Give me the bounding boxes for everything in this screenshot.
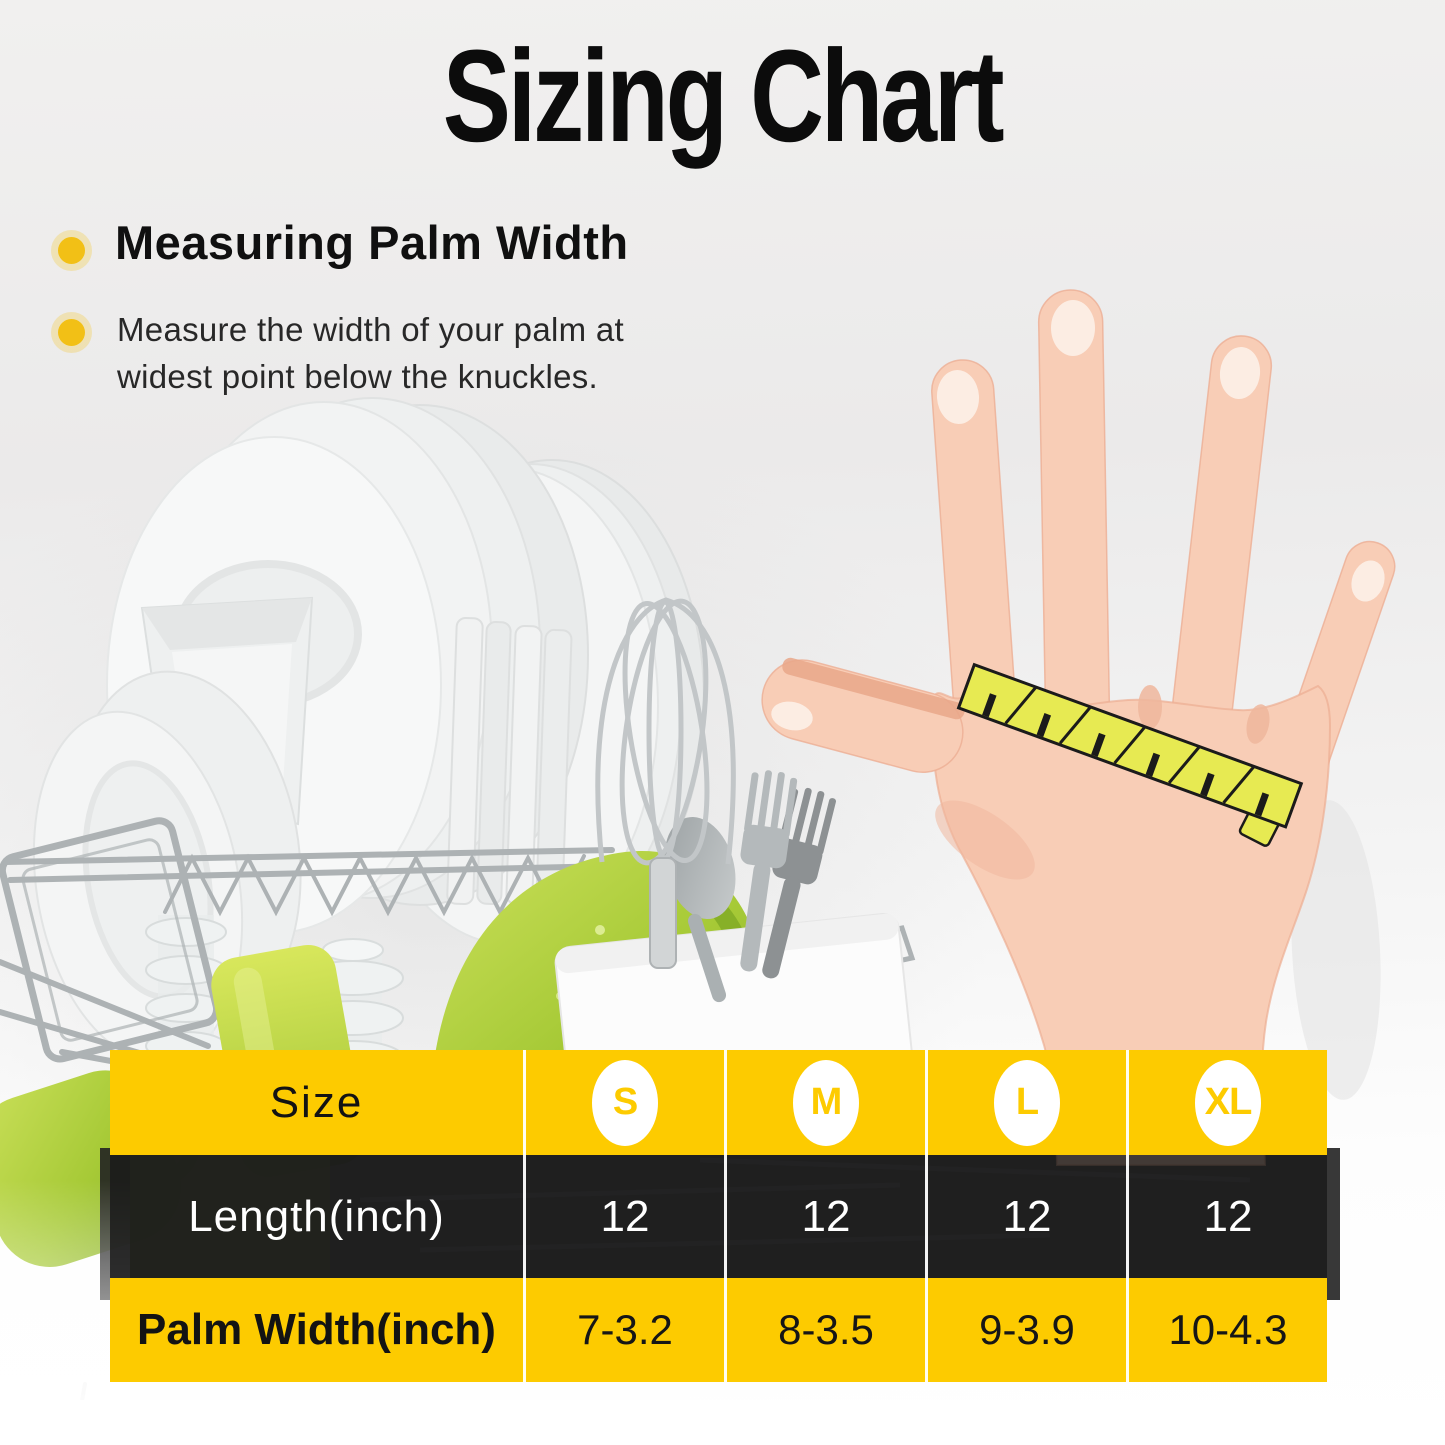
section-heading: Measuring Palm Width (115, 216, 629, 269)
page-title: Sizing Chart (443, 22, 1005, 169)
row-label-length: Length(inch) (110, 1155, 523, 1278)
length-m: 12 (724, 1155, 925, 1278)
palm-width-l: 9-3.9 (925, 1278, 1126, 1382)
palm-width-m: 8-3.5 (724, 1278, 925, 1382)
palm-width-xl: 10-4.3 (1126, 1278, 1327, 1382)
middle-finger (1037, 289, 1111, 736)
table-header-l: L (925, 1050, 1126, 1155)
table-header-size: Size (110, 1050, 523, 1155)
ring-finger (1172, 335, 1273, 735)
length-l: 12 (925, 1155, 1126, 1278)
table-header-m: M (724, 1050, 925, 1155)
bottom-fade (0, 1400, 1445, 1445)
spoon (664, 817, 736, 1003)
small-square-plates (446, 616, 573, 906)
forks (740, 770, 836, 979)
measuring-tape (956, 662, 1304, 847)
whisk (595, 597, 736, 969)
size-badge-s: S (592, 1059, 658, 1146)
length-xl: 12 (1126, 1155, 1327, 1278)
size-badge-m: M (793, 1059, 859, 1146)
bullet-icon (58, 319, 85, 346)
size-badge-xl: XL (1195, 1059, 1261, 1146)
table-header-xl: XL (1126, 1050, 1327, 1155)
length-s: 12 (523, 1155, 724, 1278)
row-label-palm-width: Palm Width(inch) (110, 1278, 523, 1382)
hand-shadow (1291, 800, 1381, 1100)
hand-illustration (761, 289, 1396, 1166)
table-header-s: S (523, 1050, 724, 1155)
instruction-text: Measure the width of your palm at widest… (117, 306, 624, 400)
size-badge-l: L (994, 1059, 1060, 1146)
instruction-line-2: widest point below the knuckles. (117, 358, 599, 395)
instruction-line-1: Measure the width of your palm at (117, 311, 624, 348)
size-table: Size S M L XL Length(inch) 12 12 12 12 P… (110, 1050, 1327, 1382)
bullet-icon (58, 237, 85, 264)
fingernails (771, 300, 1385, 731)
thumb (761, 657, 1035, 880)
palm-width-s: 7-3.2 (523, 1278, 724, 1382)
